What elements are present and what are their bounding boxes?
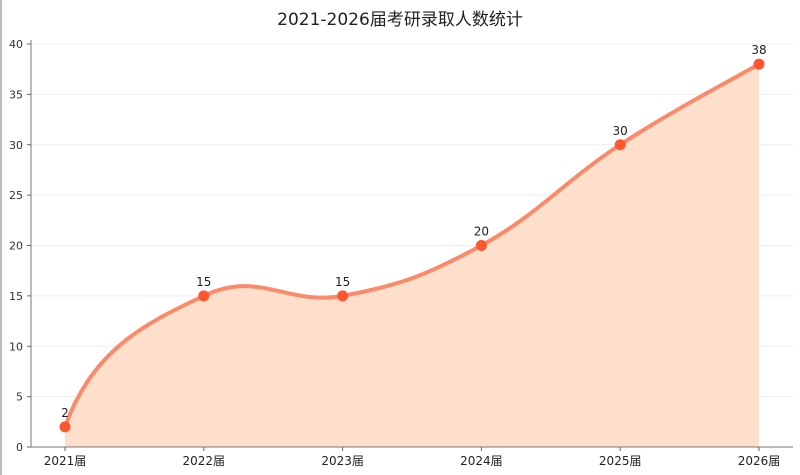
- data-label: 38: [751, 43, 766, 57]
- y-tick-label: 30: [9, 139, 23, 152]
- data-point: [59, 421, 71, 433]
- data-point: [753, 58, 765, 70]
- window-edge: [0, 0, 2, 475]
- y-tick-label: 25: [9, 189, 23, 202]
- data-label: 15: [335, 275, 350, 289]
- y-tick-label: 15: [9, 290, 23, 303]
- data-point: [475, 240, 487, 251]
- data-label: 30: [613, 124, 628, 138]
- x-tick-label: 2023届: [321, 454, 364, 468]
- data-point: [614, 139, 626, 151]
- y-tick-label: 35: [9, 88, 23, 101]
- y-tick-label: 40: [9, 38, 23, 51]
- x-tick-label: 2026届: [738, 454, 781, 468]
- y-tick-label: 5: [16, 391, 23, 404]
- x-tick-label: 2022届: [183, 454, 226, 468]
- x-tick-label: 2024届: [460, 454, 503, 468]
- data-label: 15: [196, 275, 211, 289]
- chart-title: 2021-2026届考研录取人数统计: [277, 10, 523, 30]
- x-tick-label: 2021届: [44, 454, 87, 468]
- y-tick-label: 10: [9, 340, 23, 353]
- series-line: [63, 62, 761, 428]
- y-tick-label: 0: [16, 441, 23, 454]
- data-point: [337, 290, 349, 302]
- area-fill: [65, 64, 759, 448]
- data-label: 2: [61, 406, 69, 420]
- y-tick-label: 20: [9, 240, 23, 253]
- data-label: 20: [474, 225, 489, 239]
- x-tick-label: 2025届: [599, 454, 642, 468]
- data-point: [198, 290, 210, 302]
